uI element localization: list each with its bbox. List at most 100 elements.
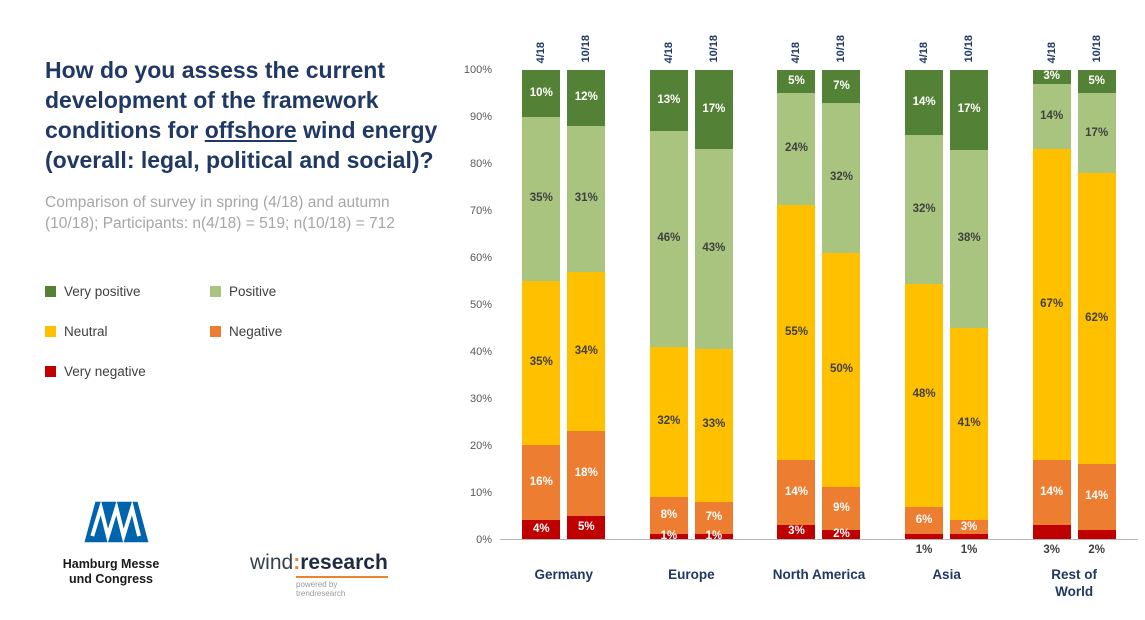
hamburg-messe-logo-text: Hamburg Messe und Congress — [55, 557, 167, 587]
bar-segment-positive: 32% — [822, 102, 861, 253]
legend-label: Very positive — [64, 284, 141, 300]
stacked-bar-chart: 4/18 10/18 4/18 10/18 4/18 10/18 4/18 10/18 4/18… — [452, 6, 1138, 601]
bar-germany-4-18: 10% 35% 35% 16% 4% — [522, 70, 561, 539]
period-label-text: 10/18 — [963, 35, 976, 63]
legend-item-neutral: Neutral — [45, 324, 210, 339]
bar-segment-positive: 43% — [694, 148, 733, 349]
legend-swatch — [210, 326, 221, 338]
bar-segment-positive: 32% — [905, 135, 944, 284]
y-axis-tick: 10% — [469, 487, 492, 499]
bar-segment-neutral: 35% — [522, 281, 561, 446]
period-label-text: 4/18 — [662, 41, 675, 63]
period-label: 10/18 — [822, 6, 860, 70]
bar-group-asia: 14% 32% 48% 6% 1% 17% 38% 41% 3% 1% — [883, 70, 1011, 556]
bar-segment-very-negative — [950, 534, 989, 539]
page-title: How do you assess the current developmen… — [45, 56, 440, 176]
bar-segment-neutral: 48% — [905, 283, 944, 507]
y-axis-tick: 0% — [476, 534, 492, 546]
legend-item-positive: Positive — [210, 284, 375, 299]
bar-segment-very-positive: 10% — [522, 70, 561, 117]
left-panel: How do you assess the current developmen… — [45, 56, 440, 379]
windresearch-word-wind: wind — [250, 551, 294, 574]
period-label: 10/18 — [950, 6, 988, 70]
bar-segment-positive: 46% — [649, 130, 688, 347]
bar-europe-10-18: 17% 43% 33% 7% 1% — [694, 70, 733, 541]
bar-segment-positive: 24% — [777, 93, 816, 205]
bar-segment-outside-label: 3% — [1043, 544, 1060, 556]
y-axis-tick: 40% — [469, 346, 492, 358]
hamburg-messe-line1: Hamburg Messe — [62, 557, 160, 571]
bar-segment-very-negative: 1% — [694, 531, 733, 541]
period-label-group: 4/18 10/18 — [883, 6, 1011, 70]
x-axis-labels: Germany Europe North America Asia Rest of Wo… — [500, 567, 1138, 601]
y-axis: 100% 90% 80% 70% 60% 50% 40% 30% 20% 10% 0% — [452, 64, 500, 546]
bar-asia-4-18: 14% 32% 48% 6% 1% — [905, 70, 944, 556]
x-axis-label-rest-of-world: Rest of World — [1051, 567, 1098, 599]
period-label: 10/18 — [695, 6, 733, 70]
bar-segment-very-positive: 5% — [1077, 70, 1116, 94]
bar-segment-positive: 17% — [1077, 93, 1116, 174]
period-label: 4/18 — [777, 6, 815, 70]
windresearch-logo: wind:research powered by trendresearch — [250, 552, 388, 598]
bar-group-germany: 10% 35% 35% 16% 4% 12% 31% 34% 18% 5% — [500, 70, 628, 539]
bar-segment-neutral: 34% — [567, 271, 606, 432]
bar-segment-very-positive: 7% — [822, 70, 861, 103]
bar-segment-positive: 31% — [567, 126, 606, 272]
period-label-text: 4/18 — [918, 41, 931, 63]
plot-area: 10% 35% 35% 16% 4% 12% 31% 34% 18% 5% 13% 46% 32% 8% 1… — [500, 70, 1138, 556]
bar-north-america-10-18: 7% 32% 50% 9% 2% — [822, 70, 861, 540]
x-axis-label-europe: Europe — [668, 567, 715, 582]
legend-swatch — [45, 286, 56, 298]
y-axis-tick: 60% — [469, 252, 492, 264]
title-text-start: How do you assess the current developmen… — [45, 57, 385, 143]
bar-group-europe: 13% 46% 32% 8% 1% 17% 43% 33% 7% 1% — [628, 70, 756, 541]
period-label-group: 4/18 10/18 — [500, 6, 628, 70]
x-axis-label-asia: Asia — [932, 567, 961, 582]
hamburg-messe-line2: und Congress — [68, 571, 154, 586]
period-label: 4/18 — [905, 6, 943, 70]
period-label: 10/18 — [1078, 6, 1116, 70]
bar-segment-positive: 14% — [1032, 83, 1071, 149]
logos: Hamburg Messe und Congress wind:research… — [45, 496, 445, 611]
y-axis-tick: 70% — [469, 205, 492, 217]
subtitle: Comparison of survey in spring (4/18) an… — [45, 193, 395, 232]
bar-segment-neutral: 55% — [777, 204, 816, 461]
hamburg-messe-logo-icon — [84, 500, 149, 544]
period-label-text: 10/18 — [707, 35, 720, 63]
period-label-group: 4/18 10/18 — [628, 6, 756, 70]
legend-label: Very negative — [64, 364, 146, 380]
bar-segment-very-positive: 17% — [950, 70, 989, 150]
period-label-group: 4/18 10/18 — [755, 6, 883, 70]
period-label-text: 10/18 — [580, 35, 593, 63]
bar-segment-very-negative: 5% — [567, 515, 606, 539]
bar-segment-negative: 3% — [950, 520, 989, 535]
bar-asia-10-18: 17% 38% 41% 3% 1% — [950, 70, 989, 556]
y-axis-tick: 30% — [469, 393, 492, 405]
legend-swatch — [45, 326, 56, 338]
bar-segment-positive: 38% — [950, 149, 989, 328]
windresearch-tagline: powered by trendresearch — [296, 576, 388, 598]
bar-rest-of-world-4-18: 3% 14% 67% 14% 3% — [1032, 70, 1071, 556]
period-label: 4/18 — [1033, 6, 1071, 70]
title-underlined-word: offshore — [204, 116, 297, 143]
legend-label: Neutral — [64, 324, 108, 340]
hamburg-messe-logo: Hamburg Messe und Congress — [55, 496, 167, 587]
bar-segment-negative: 8% — [649, 496, 688, 535]
windresearch-colon: : — [293, 551, 301, 574]
bar-segment-neutral: 33% — [694, 348, 733, 502]
y-axis-tick: 50% — [469, 299, 492, 311]
period-label: 4/18 — [522, 6, 560, 70]
legend-label: Negative — [229, 324, 283, 340]
windresearch-word-research: research — [300, 551, 388, 574]
y-axis-tick: 90% — [469, 111, 492, 123]
y-axis-tick: 100% — [463, 64, 492, 76]
bar-segment-neutral: 41% — [950, 327, 989, 521]
bar-group-rest-of-world: 3% 14% 67% 14% 3% 5% 17% 62% 14% 2% — [1010, 70, 1138, 556]
period-label: 10/18 — [567, 6, 605, 70]
bar-segment-negative: 9% — [822, 487, 861, 530]
bar-segment-negative: 18% — [567, 431, 606, 516]
period-label-group: 4/18 10/18 — [1010, 6, 1138, 70]
period-label-text: 4/18 — [1045, 41, 1058, 63]
bar-segment-very-negative — [905, 534, 944, 539]
